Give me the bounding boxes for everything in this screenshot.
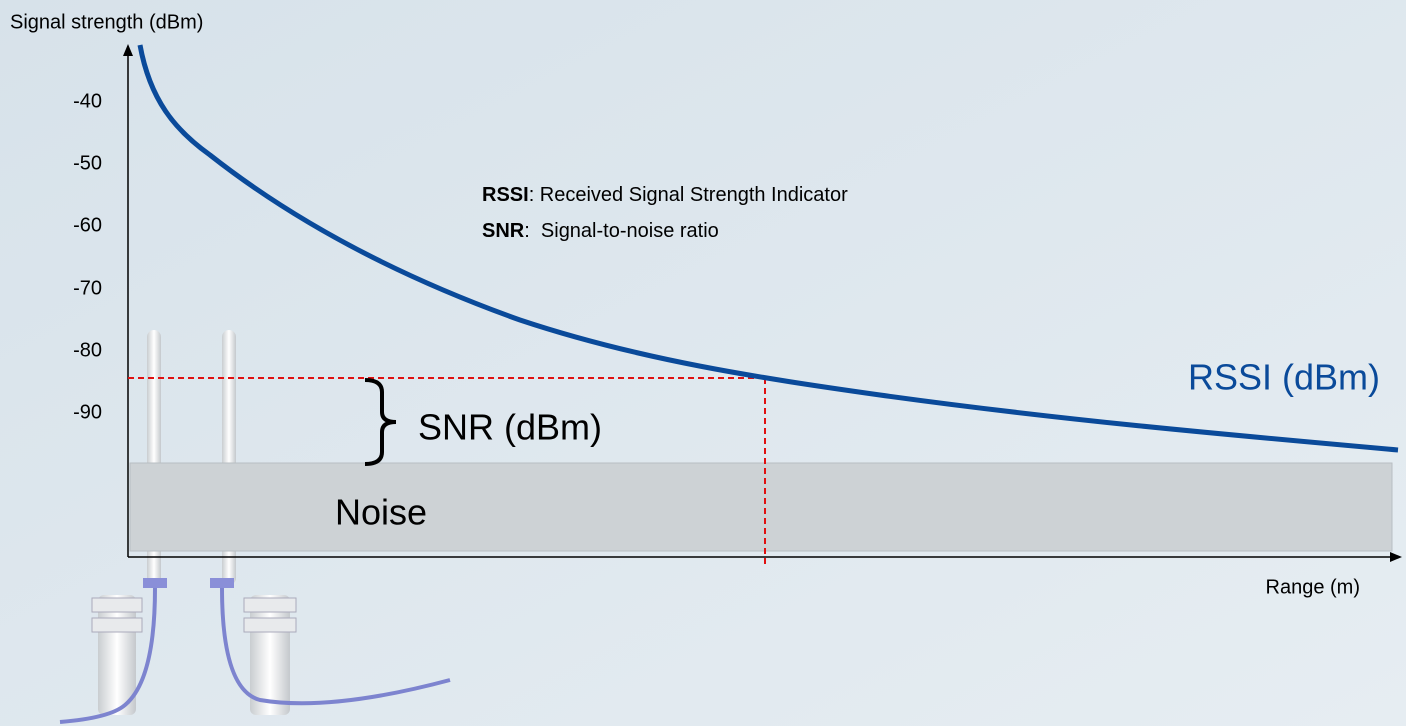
y-tick-label: -40 (73, 90, 102, 112)
legend-line: SNR: Signal-to-noise ratio (482, 220, 719, 242)
diagram: Signal strength (dBm) Range (m) -40 -50 … (0, 0, 1406, 726)
y-tick-label: -80 (73, 339, 102, 361)
y-tick-label: -60 (73, 214, 102, 236)
y-tick-label: -50 (73, 152, 102, 174)
y-tick-label: -70 (73, 277, 102, 299)
y-axis-title: Signal strength (dBm) (10, 11, 203, 33)
page: Signal strength (dBm) Range (m) -40 -50 … (0, 0, 1406, 726)
legend-definition: : Received Signal Strength Indicator (529, 184, 848, 206)
snr-label: SNR (dBm) (418, 407, 602, 448)
legend-line: RSSI: Received Signal Strength Indicator (482, 184, 848, 206)
x-axis-title: Range (m) (1266, 576, 1360, 598)
rssi-label: RSSI (dBm) (1188, 357, 1380, 398)
noise-band (130, 463, 1392, 551)
legend-term: SNR (482, 220, 525, 242)
y-tick-label: -90 (73, 401, 102, 423)
noise-label: Noise (335, 492, 427, 533)
legend-definition: : Signal-to-noise ratio (524, 220, 719, 242)
legend-term: RSSI (482, 184, 529, 206)
